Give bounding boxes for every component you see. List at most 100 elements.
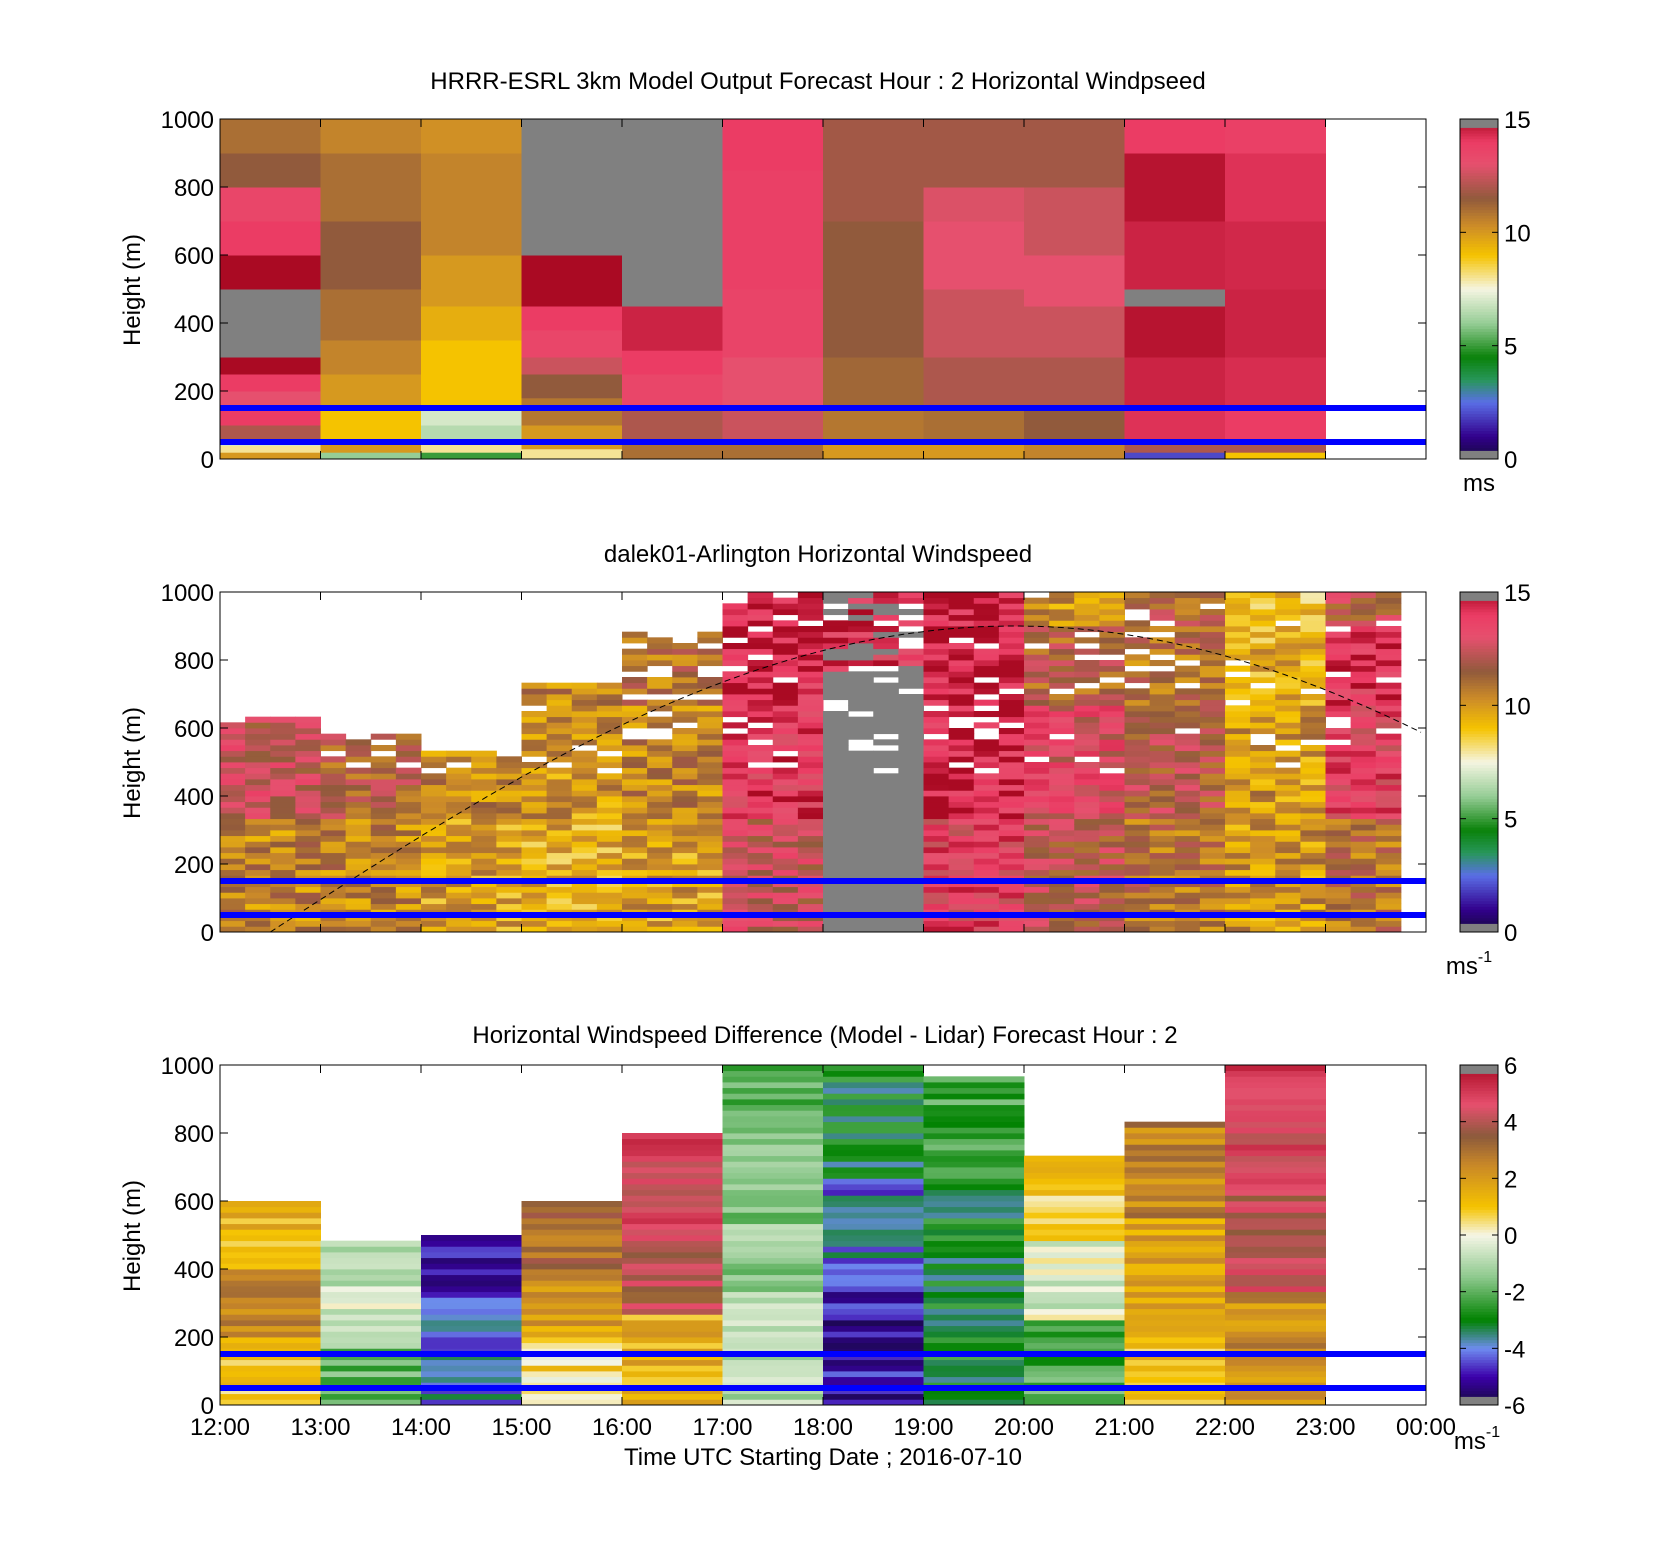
lidar-cell — [1174, 801, 1201, 808]
lidar-cell — [1250, 926, 1276, 933]
lidar-cell — [421, 773, 447, 780]
lidar-cell — [1375, 750, 1402, 757]
lidar-cell — [622, 818, 648, 825]
diff-cell-6 — [823, 1314, 924, 1321]
diff-cell-10 — [1225, 1263, 1326, 1270]
lidar-cell — [873, 739, 899, 746]
lidar-cell — [848, 682, 874, 689]
lidar-cell — [647, 886, 673, 893]
lidar-cell — [722, 926, 749, 933]
lidar-cell — [345, 841, 372, 848]
lidar-cell — [898, 847, 924, 854]
lidar-cell — [571, 756, 598, 763]
colorbar-swatch — [1460, 158, 1498, 162]
lidar-cell — [697, 762, 723, 769]
lidar-cell — [622, 722, 648, 729]
diff-cell-5 — [722, 1116, 824, 1123]
lidar-cell — [797, 852, 824, 859]
lidar-cell — [948, 660, 975, 667]
lidar-cell — [521, 750, 548, 757]
diff-cell-8 — [1024, 1399, 1125, 1406]
lidar-cell — [1225, 784, 1251, 791]
lidar-cell — [797, 665, 824, 672]
lidar-cell — [1199, 739, 1226, 746]
colorbar-swatch — [1460, 354, 1498, 358]
colorbar-swatch — [1460, 1133, 1498, 1137]
colorbar-swatch — [1460, 889, 1498, 893]
diff-cell-3 — [521, 1359, 623, 1366]
diff-cell-3 — [521, 1274, 623, 1281]
lidar-cell — [1199, 847, 1226, 854]
diff-cell-2 — [421, 1376, 522, 1383]
colorbar-swatch — [1460, 920, 1498, 924]
colorbar-swatch — [1460, 810, 1498, 814]
lidar-cell — [370, 926, 397, 933]
lidar-cell — [772, 609, 799, 616]
diff-cell-7 — [923, 1235, 1025, 1242]
lidar-cell — [923, 654, 950, 661]
colorbar-swatch — [1460, 787, 1498, 791]
lidar-cell — [395, 898, 422, 905]
colorbar-swatch — [1460, 399, 1498, 403]
lidar-cell — [797, 677, 824, 684]
colorbar-swatch — [1460, 1118, 1498, 1123]
lidar-cell — [1124, 847, 1151, 854]
lidar-cell — [948, 609, 975, 616]
colorbar-swatch — [1460, 886, 1498, 890]
diff-cell-4 — [622, 1263, 723, 1270]
lidar-cell — [1099, 796, 1125, 803]
lidar-cell — [220, 915, 246, 922]
lidar-cell — [395, 830, 422, 837]
lidar-cell — [1350, 597, 1377, 604]
lidar-cell — [1174, 869, 1201, 876]
diff-cell-4 — [622, 1303, 723, 1310]
colorbar-swatch — [1460, 1388, 1498, 1392]
lidar-cell — [848, 796, 874, 803]
lidar-cell — [948, 682, 975, 689]
colorbar-swatch — [1460, 413, 1498, 417]
diff-cell-10 — [1225, 1161, 1326, 1168]
lidar-cell — [220, 847, 246, 854]
lidar-cell — [1024, 620, 1050, 627]
lidar-cell — [370, 835, 397, 842]
lidar-cell — [395, 739, 422, 746]
lidar-cell — [1124, 756, 1151, 763]
lidar-cell — [596, 830, 623, 837]
diff-cell-9 — [1124, 1325, 1226, 1332]
lidar-cell — [1149, 824, 1176, 831]
lidar-cell — [948, 920, 975, 927]
lidar-cell — [1250, 898, 1276, 905]
y-tick-label: 1000 — [161, 1053, 214, 1080]
diff-cell-7 — [923, 1314, 1025, 1321]
diff-cell-10 — [1225, 1082, 1326, 1089]
lidar-cell — [1049, 665, 1075, 672]
lidar-cell — [421, 920, 447, 927]
diff-cell-5 — [722, 1087, 824, 1094]
diff-cell-7 — [923, 1127, 1025, 1134]
lidar-cell — [998, 682, 1025, 689]
diff-cell-8 — [1024, 1235, 1125, 1242]
diff-cell-9 — [1124, 1308, 1226, 1315]
lidar-cell — [370, 915, 397, 922]
diff-cell-8 — [1024, 1257, 1125, 1264]
colorbar-swatch — [1460, 1121, 1498, 1125]
lidar-cell — [647, 716, 673, 723]
diff-cell-2 — [421, 1365, 522, 1372]
diff-cell-4 — [622, 1371, 723, 1378]
diff-cell-10 — [1225, 1371, 1326, 1378]
lidar-cell — [320, 767, 347, 774]
lidar-cell — [295, 903, 321, 910]
diff-cell-4 — [622, 1235, 723, 1242]
lidar-cell — [923, 688, 950, 695]
lidar-cell — [647, 920, 673, 927]
lidar-cell — [1199, 915, 1226, 922]
lidar-cell — [1325, 660, 1352, 667]
lidar-cell — [596, 898, 623, 905]
diff-cell-3 — [521, 1399, 623, 1406]
lidar-cell — [370, 864, 397, 871]
lidar-cell — [1199, 886, 1226, 893]
lidar-cell — [973, 762, 1000, 769]
lidar-cell — [622, 688, 648, 695]
lidar-cell — [772, 869, 799, 876]
lidar-cell — [220, 728, 246, 735]
